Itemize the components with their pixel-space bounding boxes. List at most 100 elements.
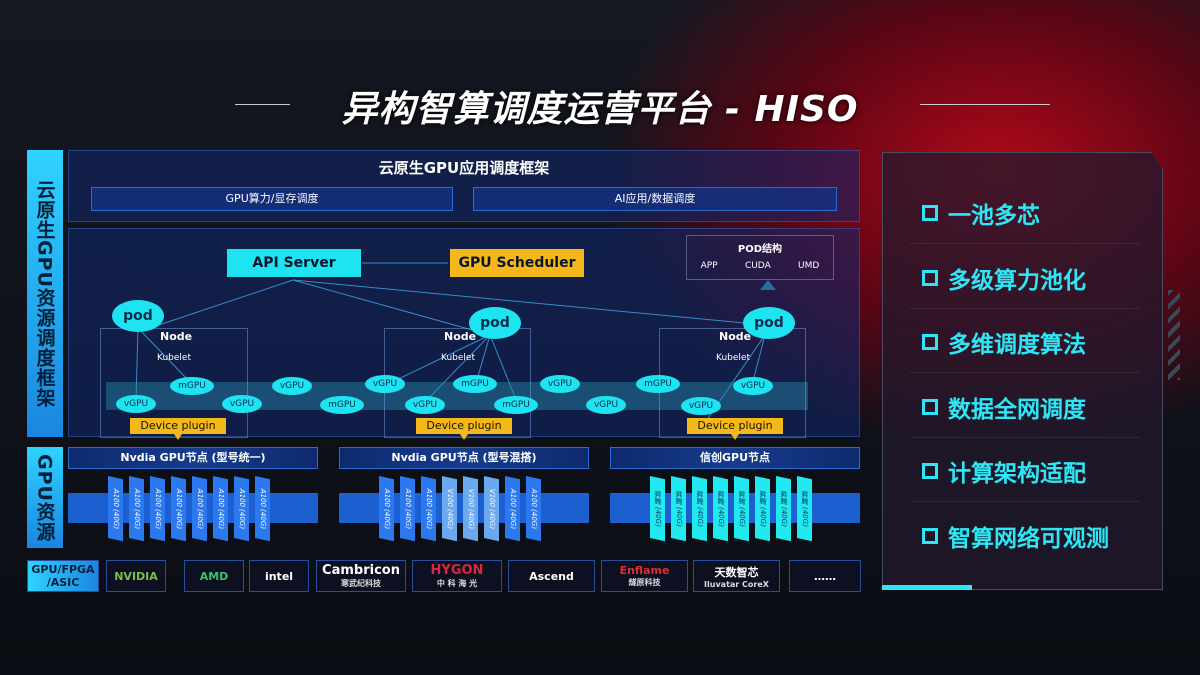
- vendor-subtitle: 燧原科技: [628, 578, 661, 587]
- feature-divider: [910, 501, 1140, 502]
- feature-label: 多维调度算法: [948, 332, 1086, 358]
- kubelet-label: Kubelet: [716, 353, 750, 363]
- feature-item: 多维调度算法: [922, 325, 1086, 359]
- mgpu-bubble[interactable]: mGPU: [494, 396, 538, 414]
- gpu-scheduler-box[interactable]: GPU Scheduler: [450, 249, 584, 277]
- feature-divider: [910, 436, 1140, 438]
- vendor-name: ……: [814, 569, 836, 583]
- device-plugin-box[interactable]: Device plugin: [416, 418, 512, 434]
- feature-item: 智算网络可观测: [922, 519, 1109, 553]
- gpu-card: A100 (40G): [213, 476, 228, 542]
- vendor-name: Cambricon: [322, 563, 400, 578]
- gpu-card: A100 (40G): [108, 476, 123, 542]
- gpu-card: 昇腾 (40G): [734, 476, 749, 542]
- vendor-logo-enflame: Enflame 燧原科技: [601, 560, 688, 592]
- kubelet-label: Kubelet: [441, 353, 475, 363]
- checkbox-square-icon: [922, 269, 938, 286]
- feature-label: 数据全网调度: [948, 396, 1086, 423]
- down-arrow-icon: [731, 434, 739, 440]
- gpu-card: A100 (40G): [255, 476, 270, 542]
- gpu-card: A100 (40G): [150, 476, 165, 542]
- feature-item: 一池多芯: [922, 196, 1040, 230]
- vgpu-bubble[interactable]: vGPU: [116, 395, 156, 413]
- vendor-logo-ascend: Ascend: [508, 560, 595, 592]
- checkbox-square-icon: [922, 398, 938, 415]
- feature-divider: [910, 243, 1140, 244]
- device-plugin-box[interactable]: Device plugin: [687, 418, 783, 434]
- mgpu-bubble[interactable]: mGPU: [636, 375, 680, 393]
- vgpu-bubble[interactable]: vGPU: [365, 375, 405, 393]
- gpu-compute-bar: GPU算力/显存调度: [91, 187, 453, 211]
- node-label: Node: [719, 330, 752, 343]
- title-decor-line-right: [920, 104, 1050, 105]
- gpu-card: A100 (40G): [505, 476, 520, 542]
- vendor-name: Enflame: [619, 564, 670, 577]
- device-plugin-box[interactable]: Device plugin: [130, 418, 226, 434]
- gpu-card: A100 (40G): [526, 476, 541, 542]
- kubelet-label: Kubelet: [157, 353, 191, 363]
- vgpu-bubble[interactable]: vGPU: [586, 396, 626, 414]
- vgpu-bubble[interactable]: vGPU: [405, 396, 445, 414]
- feature-item: 多级算力池化: [922, 261, 1086, 295]
- vendor-name: 天数智芯: [714, 565, 759, 579]
- framework-header-panel: 云原生GPU应用调度框架 GPU算力/显存调度 AI应用/数据调度: [68, 150, 860, 222]
- mgpu-bubble[interactable]: mGPU: [320, 396, 364, 414]
- vgpu-bubble[interactable]: vGPU: [272, 377, 312, 395]
- checkbox-square-icon: [922, 463, 938, 479]
- vendor-logo-: ……: [789, 560, 861, 592]
- vendor-name: HYGON: [430, 563, 484, 578]
- framework-title: 云原生GPU应用调度框架: [378, 159, 550, 177]
- gpu-card: A100 (40G): [171, 476, 186, 542]
- vendor-category-label: GPU/FPGA /ASIC: [27, 560, 99, 592]
- pod-structure-app: APP: [700, 261, 718, 271]
- gpu-node-header: Nvdia GPU节点 (型号统一): [68, 447, 318, 469]
- gpu-node-header: Nvdia GPU节点 (型号混搭): [339, 447, 589, 469]
- gpu-node-header: 信创GPU节点: [610, 447, 860, 469]
- mgpu-bubble[interactable]: mGPU: [170, 377, 214, 395]
- down-arrow-icon: [460, 434, 468, 440]
- pod-bubble[interactable]: pod: [469, 307, 521, 339]
- vgpu-bubble[interactable]: vGPU: [222, 395, 262, 413]
- title-decor-line-left: [235, 104, 290, 105]
- vendor-name: Ascend: [529, 569, 574, 583]
- checkbox-square-icon: [922, 205, 938, 221]
- checkbox-square-icon: [922, 527, 938, 544]
- node-label: Node: [160, 330, 193, 343]
- vendor-logo-amd: AMD: [184, 560, 244, 592]
- vendor-logo-hygon: HYGON 中 科 海 光: [412, 560, 502, 592]
- feature-label: 计算架构适配: [948, 461, 1086, 487]
- pod-structure-box: POD结构 APP CUDA UMD: [686, 235, 834, 280]
- vgpu-bubble[interactable]: vGPU: [540, 375, 580, 393]
- feature-label: 一池多芯: [948, 203, 1040, 229]
- feature-item: 计算架构适配: [922, 454, 1086, 488]
- gpu-card: A100 (40G): [400, 476, 415, 542]
- page-title: 异构智算调度运营平台 - HISO: [341, 89, 859, 130]
- gpu-card: 昇腾 (40G): [755, 476, 770, 542]
- pod-structure-cuda: CUDA: [744, 261, 771, 271]
- gpu-card: V100 (40G): [484, 476, 499, 542]
- gpu-card: A100 (40G): [421, 476, 436, 542]
- gpu-card: 昇腾 (40G): [650, 476, 665, 542]
- vgpu-bubble[interactable]: vGPU: [681, 397, 721, 415]
- gpu-card: A100 (40G): [234, 476, 249, 542]
- pod-bubble[interactable]: pod: [112, 300, 164, 332]
- framework-side-label: 云原生GPU资源调度框架: [27, 150, 63, 437]
- pod-structure-title: POD结构: [737, 244, 783, 255]
- gpu-card: 昇腾 (40G): [797, 476, 812, 542]
- vendor-logo-cambricon: Cambricon 寒武纪科技: [316, 560, 406, 592]
- pod-bubble[interactable]: pod: [743, 307, 795, 339]
- mgpu-bubble[interactable]: mGPU: [453, 375, 497, 393]
- vendor-logo-intel: intel: [249, 560, 309, 592]
- vendor-subtitle: 中 科 海 光: [436, 579, 478, 588]
- vendor-logo-nvidia: NVIDIA: [106, 560, 166, 592]
- api-server-box[interactable]: API Server: [227, 249, 361, 277]
- feature-divider: [910, 307, 1140, 309]
- gpu-card: V100 (40G): [463, 476, 478, 542]
- vendor-name: NVIDIA: [114, 569, 158, 583]
- vgpu-bubble[interactable]: vGPU: [733, 377, 773, 395]
- gpu-card: 昇腾 (40G): [692, 476, 707, 542]
- gpu-card: A100 (40G): [129, 476, 144, 542]
- vendor-subtitle: Iluvatar CoreX: [704, 579, 769, 589]
- vendor-logo-: 天数智芯 Iluvatar CoreX: [693, 560, 780, 592]
